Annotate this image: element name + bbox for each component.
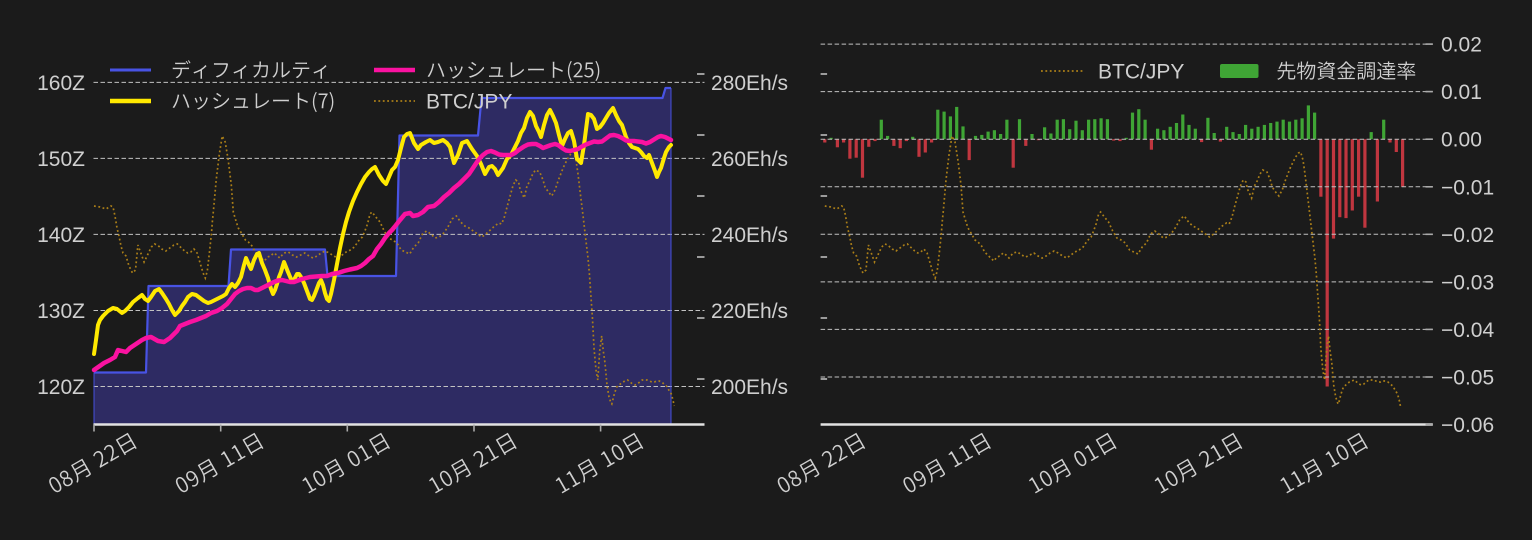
svg-text:130Z: 130Z: [37, 300, 85, 323]
svg-text:150Z: 150Z: [37, 148, 85, 171]
svg-text:260Eh/s: 260Eh/s: [711, 148, 788, 171]
svg-text:140Z: 140Z: [37, 224, 85, 247]
svg-text:200Eh/s: 200Eh/s: [711, 376, 788, 399]
svg-text:BTC/JPY: BTC/JPY: [426, 90, 512, 113]
svg-text:160Z: 160Z: [37, 72, 85, 95]
svg-text:0.02: 0.02: [1441, 34, 1482, 57]
svg-text:220Eh/s: 220Eh/s: [711, 300, 788, 323]
svg-text:−0.01: −0.01: [1441, 176, 1494, 199]
svg-text:BTC/JPY: BTC/JPY: [1098, 60, 1184, 83]
svg-text:280Eh/s: 280Eh/s: [711, 72, 788, 95]
svg-text:240Eh/s: 240Eh/s: [711, 224, 788, 247]
svg-text:−0.03: −0.03: [1441, 271, 1494, 294]
svg-text:−0.02: −0.02: [1441, 224, 1494, 247]
svg-text:0.00: 0.00: [1441, 129, 1482, 152]
svg-text:−0.06: −0.06: [1441, 414, 1494, 437]
svg-text:0.01: 0.01: [1441, 81, 1482, 104]
svg-text:−0.05: −0.05: [1441, 367, 1494, 390]
svg-text:120Z: 120Z: [37, 376, 85, 399]
svg-text:−0.04: −0.04: [1441, 319, 1494, 342]
